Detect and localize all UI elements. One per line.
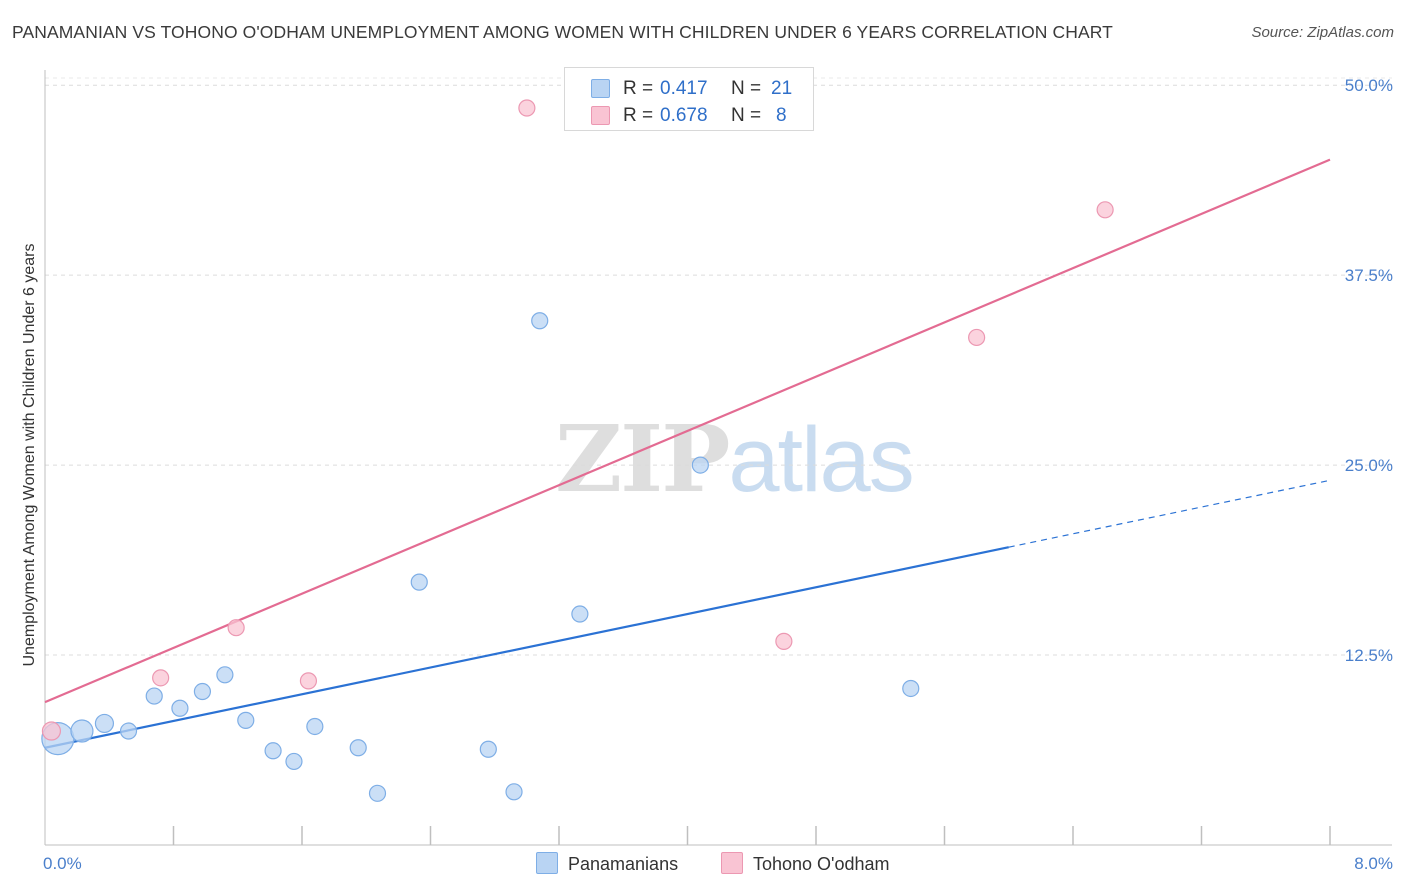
watermark-atlas: atlas — [728, 409, 914, 511]
n-value: 8 — [776, 105, 787, 126]
pink-data-point — [1096, 201, 1114, 219]
pink-trend-line — [44, 158, 1331, 704]
blue-data-point — [306, 717, 324, 736]
blue-data-point — [237, 711, 255, 729]
blue-data-point — [349, 739, 367, 757]
pink-data-point — [152, 669, 170, 687]
pink-data-point — [299, 672, 318, 690]
blue-data-point — [193, 682, 212, 701]
blue-data-point — [902, 679, 920, 698]
stats-legend-box: R = 0.417 N = 21 R = 0.678 N = 8 — [564, 67, 814, 131]
source-credit: Source: ZipAtlas.com — [1251, 24, 1394, 41]
blue-data-point — [368, 784, 387, 802]
r-value: 0.417 — [660, 78, 708, 99]
blue-swatch-icon — [591, 79, 610, 98]
blue-data-point — [285, 752, 303, 771]
blue-data-point — [145, 687, 163, 705]
y-tick-label: 25.0% — [1345, 456, 1393, 475]
blue-data-point — [94, 713, 115, 734]
legend-label: Tohono O'odham — [753, 854, 890, 874]
r-label: R = — [623, 105, 654, 126]
blue-data-point — [264, 742, 282, 760]
blue-data-point — [410, 573, 428, 591]
pink-data-point — [775, 632, 793, 650]
blue-data-point — [119, 722, 138, 740]
n-label: N = — [731, 105, 762, 126]
y-tick-label: 37.5% — [1345, 266, 1393, 285]
blue-swatch-icon — [536, 852, 558, 874]
r-value: 0.678 — [660, 105, 708, 126]
n-value: 21 — [771, 78, 793, 99]
pink-data-point — [227, 619, 245, 637]
stats-row-tohono: R = 0.678 N = 8 — [565, 101, 813, 127]
y-tick-label: 12.5% — [1345, 646, 1393, 665]
pink-swatch-icon — [721, 852, 743, 874]
n-label: N = — [731, 78, 762, 99]
blue-data-point — [571, 605, 589, 623]
blue-data-point — [505, 783, 523, 801]
pink-data-point — [968, 328, 986, 347]
blue-data-point — [479, 740, 497, 758]
pink-data-point — [518, 99, 536, 117]
blue-data-point — [531, 312, 549, 330]
x-tick-label: 0.0% — [43, 854, 82, 873]
x-tick-label: 8.0% — [1354, 854, 1393, 873]
blue-trend-line — [44, 546, 1009, 749]
watermark: ZIPatlas — [555, 405, 915, 513]
blue-data-point — [171, 699, 189, 717]
blue-data-point — [216, 666, 234, 684]
legend-item-tohono[interactable]: Tohono O'odham — [721, 852, 890, 875]
stats-row-panamanians: R = 0.417 N = 21 — [565, 74, 813, 100]
pink-swatch-icon — [591, 106, 610, 125]
chart-title: PANAMANIAN VS TOHONO O'ODHAM UNEMPLOYMEN… — [12, 22, 1113, 42]
y-axis-label: Unemployment Among Women with Children U… — [21, 243, 38, 667]
blue-trend-extension — [1008, 479, 1331, 548]
y-tick-label: 50.0% — [1345, 76, 1393, 95]
legend-label: Panamanians — [568, 854, 679, 874]
legend-item-panamanians[interactable]: Panamanians — [536, 852, 678, 875]
r-label: R = — [623, 78, 654, 99]
blue-data-point — [691, 456, 709, 474]
blue-data-point — [70, 719, 94, 743]
pink-data-point — [41, 721, 62, 741]
